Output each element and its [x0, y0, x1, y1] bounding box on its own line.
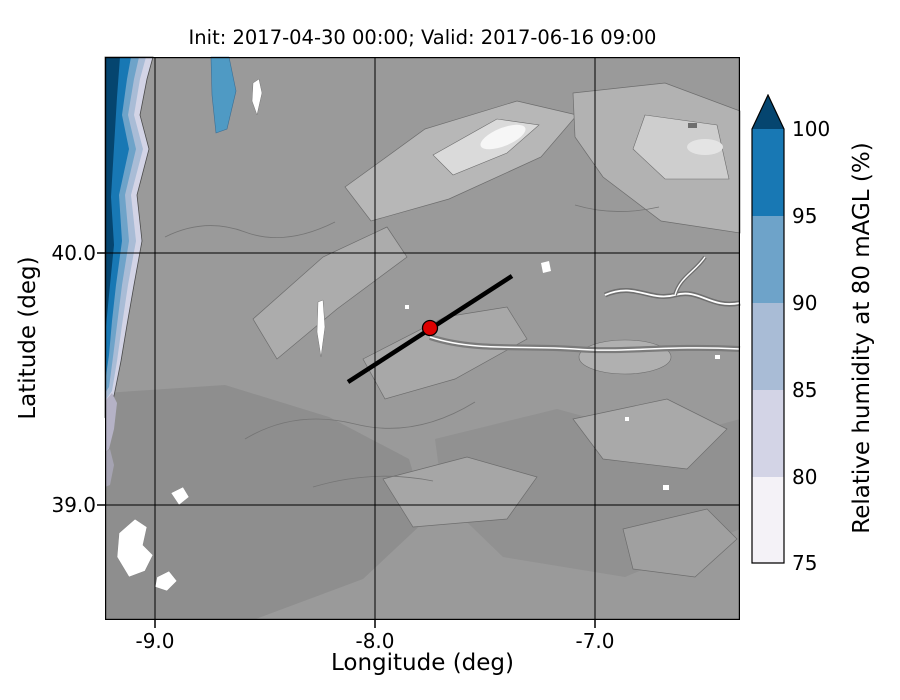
grid-lines	[105, 57, 740, 620]
x-tick-label: -7.0	[575, 629, 615, 653]
colorbar	[751, 94, 785, 564]
map-canvas	[97, 56, 741, 628]
plot-title: Init: 2017-04-30 00:00; Valid: 2017-06-1…	[188, 26, 657, 49]
y-axis-label: Latitude (deg)	[15, 256, 41, 420]
colorbar-segment	[752, 129, 784, 216]
colorbar-segment	[752, 477, 784, 563]
x-axis-label: Longitude (deg)	[330, 650, 514, 676]
colorbar-tick-label: 75	[792, 551, 818, 575]
colorbar-tick-label: 95	[792, 204, 818, 228]
colorbar-tick-label: 80	[792, 465, 818, 489]
colorbar-arrow	[752, 95, 784, 129]
map-plot	[97, 56, 741, 628]
colorbar-segment	[752, 390, 784, 477]
y-tick-label: 39.0	[51, 493, 96, 517]
colorbar-segment	[752, 303, 784, 390]
colorbar-tick-label: 85	[792, 378, 818, 402]
terrain	[105, 57, 741, 620]
axis-ticks	[97, 252, 596, 628]
colorbar-label: Relative humidity at 80 mAGL (%)	[849, 142, 875, 534]
location-marker	[421, 319, 439, 337]
x-tick-label: -9.0	[135, 629, 175, 653]
x-tick-label: -8.0	[355, 629, 395, 653]
y-tick-label: 40.0	[51, 241, 96, 265]
plot-border	[105, 57, 740, 620]
rivers	[429, 255, 741, 354]
colorbar-segment	[752, 216, 784, 303]
colorbar-tick-label: 90	[792, 291, 818, 315]
colorbar-outline	[751, 94, 785, 564]
white-patches	[116, 78, 720, 592]
colorbar-tick-label: 100	[792, 117, 831, 141]
ocean-shading	[104, 56, 237, 487]
